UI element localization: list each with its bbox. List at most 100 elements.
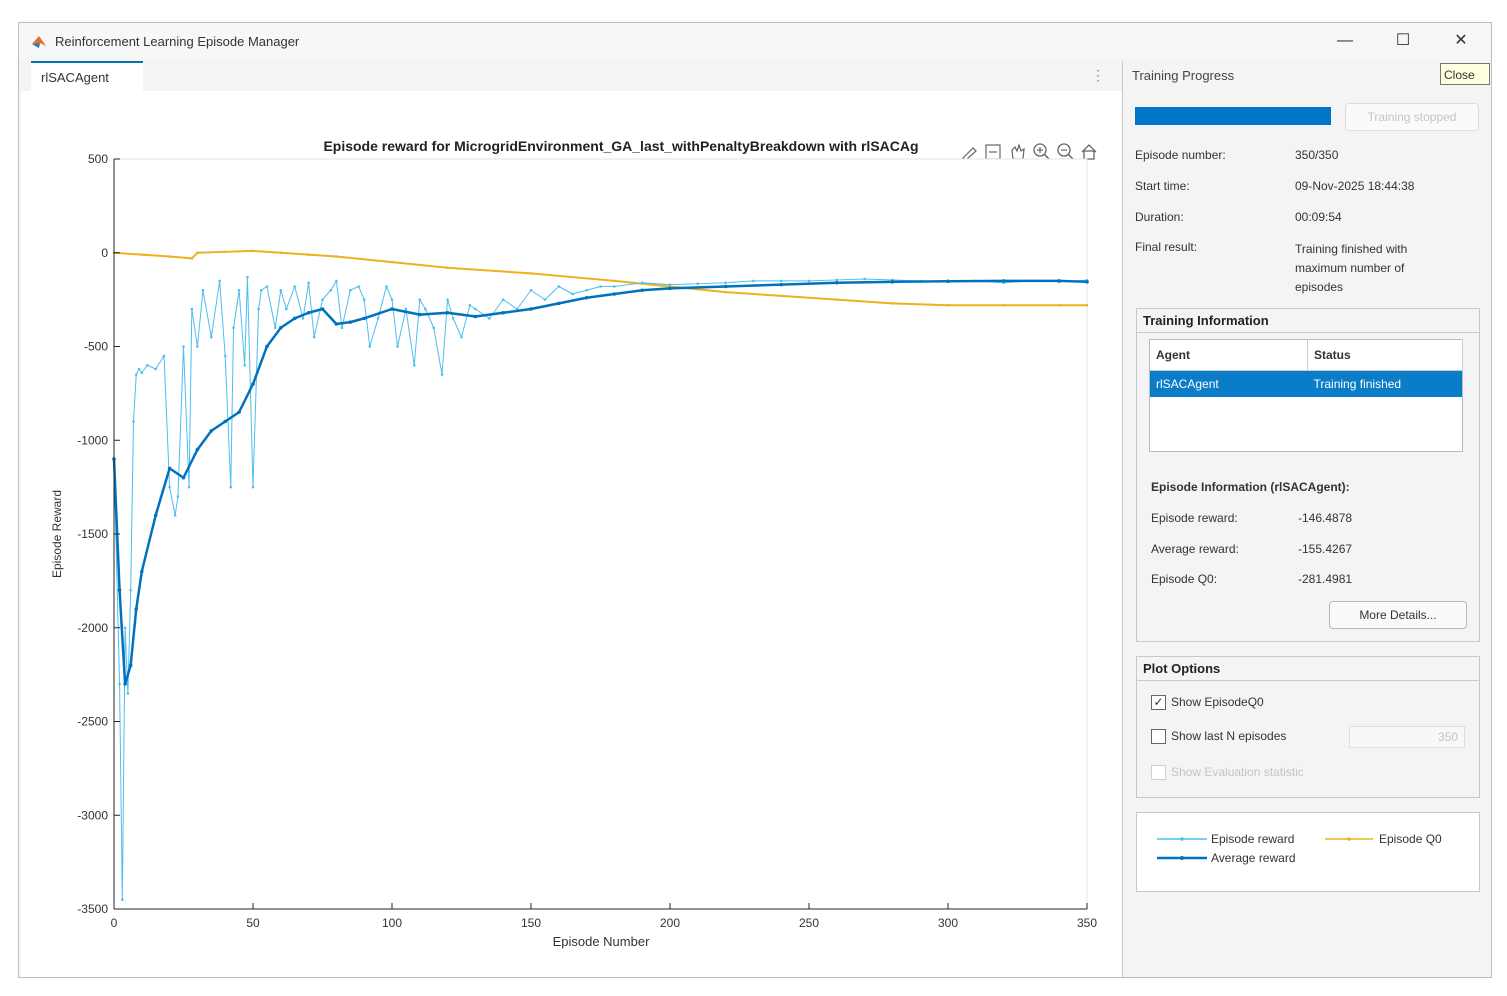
average-reward-point — [390, 307, 394, 311]
reward-chart[interactable]: Episode reward for MicrogridEnvironment_… — [21, 91, 1122, 977]
episode-q0-point — [335, 255, 338, 258]
zoom-out-icon[interactable] — [1057, 143, 1074, 160]
episode-q0-point — [446, 266, 449, 270]
episode-reward-point — [237, 288, 241, 292]
legend-panel: Episode reward Episode Q0 Average reward — [1136, 812, 1480, 892]
training-progress-title: Training Progress — [1132, 68, 1235, 83]
y-axis-label: Episode Reward — [50, 490, 64, 578]
episode-reward-point — [468, 303, 472, 307]
maximize-button[interactable]: ☐ — [1395, 32, 1411, 49]
average-reward-point — [1001, 279, 1006, 283]
average-reward-point — [117, 588, 122, 593]
episode-q0-point — [251, 249, 255, 253]
average-reward-point — [167, 466, 172, 471]
plot-panel: Episode reward for MicrogridEnvironment_… — [21, 91, 1122, 977]
status-column-header: Status — [1307, 339, 1463, 371]
minimize-button[interactable]: — — [1337, 32, 1353, 49]
episode-reward-point — [218, 279, 221, 283]
episode-reward-point — [129, 588, 132, 592]
show-last-n-checkbox[interactable] — [1151, 729, 1166, 744]
close-button[interactable]: ✕ — [1454, 32, 1468, 49]
average-reward-point — [1085, 280, 1089, 284]
episode-reward-point — [390, 298, 394, 301]
average-reward-point — [279, 325, 283, 330]
episode-reward-point — [168, 485, 171, 489]
y-tick-label: -3000 — [77, 808, 108, 822]
duration-value: 00:09:54 — [1295, 210, 1342, 224]
average-reward-point — [140, 569, 144, 574]
start-time-value: 09-Nov-2025 18:44:38 — [1295, 179, 1415, 193]
final-result-label: Final result: — [1135, 240, 1198, 254]
episode-reward-point — [368, 345, 372, 348]
average-reward-point — [668, 286, 672, 291]
episode-reward-point — [210, 335, 213, 339]
episode-q0-point — [168, 255, 171, 258]
x-tick-label: 300 — [938, 916, 958, 930]
episode-reward-point — [779, 279, 783, 283]
last-n-episodes-input[interactable]: 350 — [1349, 726, 1465, 748]
episode-reward-point — [424, 307, 427, 311]
average-reward-point — [123, 682, 127, 686]
x-tick-label: 200 — [660, 916, 680, 930]
episode-reward-point — [293, 285, 297, 288]
episode-reward-point — [140, 371, 144, 375]
average-reward-label: Average reward: — [1151, 542, 1239, 556]
axes-toolbar — [962, 143, 1097, 161]
episode-reward-point — [232, 326, 235, 330]
episode-reward-point — [154, 367, 157, 371]
show-episodeq0-checkbox[interactable]: ✓ — [1151, 695, 1166, 710]
average-reward-point — [612, 292, 617, 296]
close-tooltip: Close — [1440, 63, 1490, 85]
more-options-icon[interactable]: ⋮ — [1091, 67, 1105, 83]
legend-episode-reward: Episode reward — [1157, 832, 1294, 846]
episode-reward-point — [173, 513, 177, 517]
average-reward-point — [445, 310, 450, 315]
average-reward-point — [418, 312, 422, 317]
agent-cell[interactable]: rlSACAgent — [1149, 370, 1308, 397]
episode-reward-point — [357, 285, 360, 288]
tab-rlsacagent[interactable]: rlSACAgent — [31, 61, 143, 91]
episode-q0-point — [1085, 303, 1089, 307]
episode-q0-point — [1002, 303, 1005, 307]
episode-reward-point — [349, 288, 352, 292]
episode-reward-point — [182, 345, 185, 348]
episode-reward-point — [835, 278, 839, 282]
training-stopped-button[interactable]: Training stopped — [1345, 103, 1479, 131]
episode-number-label: Episode number: — [1135, 148, 1226, 162]
episode-reward-point — [863, 277, 866, 281]
home-icon[interactable] — [1081, 144, 1097, 160]
average-reward-point — [134, 607, 139, 611]
episode-number-value: 350/350 — [1295, 148, 1339, 162]
episode-q0-point — [307, 253, 310, 256]
data-tips-icon[interactable] — [985, 144, 1001, 160]
table-row[interactable]: rlSACAgent Training finished — [1149, 370, 1463, 397]
episode-q0-point — [140, 253, 144, 256]
y-tick-label: -2000 — [77, 621, 108, 635]
pan-icon[interactable] — [1011, 143, 1025, 160]
panel-divider[interactable] — [1122, 61, 1123, 977]
average-reward-point — [334, 322, 339, 326]
window-title: Reinforcement Learning Episode Manager — [55, 34, 300, 49]
episode-q0-point — [724, 290, 727, 294]
zoom-in-icon[interactable] — [1033, 143, 1050, 160]
average-reward-point — [723, 284, 728, 289]
episode-reward-point — [752, 279, 755, 283]
episode-reward-point — [640, 281, 644, 285]
episode-reward-point — [501, 298, 505, 301]
episode-reward-point — [126, 692, 130, 695]
episode-q0-label: Episode Q0: — [1151, 572, 1218, 586]
average-reward-point — [153, 513, 158, 518]
status-cell[interactable]: Training finished — [1307, 370, 1463, 397]
episode-reward-point — [146, 363, 149, 367]
episode-reward-point — [474, 307, 477, 311]
episode-reward-point — [187, 485, 191, 489]
brush-icon[interactable] — [962, 147, 977, 161]
legend-average-reward: Average reward — [1157, 851, 1296, 865]
show-evaluation-checkbox[interactable] — [1151, 765, 1166, 780]
episode-reward-point — [412, 363, 416, 367]
more-details-button[interactable]: More Details... — [1329, 601, 1467, 629]
episode-reward-point — [396, 345, 399, 348]
episode-reward-point — [137, 367, 141, 371]
episode-reward-point — [321, 298, 324, 301]
average-reward-point — [265, 344, 269, 349]
